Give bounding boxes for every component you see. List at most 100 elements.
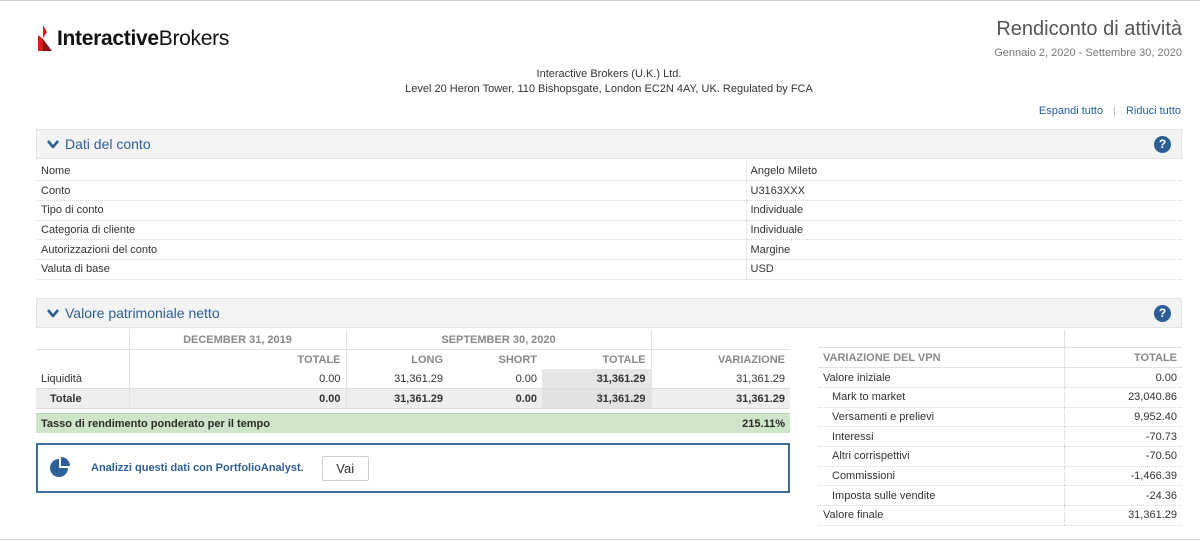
table-row: Autorizzazioni del conto Margine [36, 239, 1182, 260]
column-divider [1064, 330, 1065, 348]
row-value: 23,040.86 [1063, 387, 1182, 408]
row-label: Valuta di base [36, 259, 746, 280]
row-value: USD [745, 259, 1182, 280]
empty-cell [650, 330, 790, 351]
table-row: Categoria di cliente Individuale [36, 220, 1182, 241]
help-icon[interactable]: ? [1154, 305, 1171, 322]
portfolio-analyst-box: Analizzi questi dati con PortfolioAnalys… [36, 443, 790, 493]
vpn-head-label: VARIAZIONE DEL VPN [818, 348, 1064, 369]
help-icon[interactable]: ? [1154, 136, 1171, 153]
table-row: Nome Angelo Mileto [36, 161, 1182, 182]
row-value: -1,466.39 [1063, 466, 1182, 487]
row-label: Nome [36, 161, 746, 182]
row-label: Commissioni [818, 466, 1064, 487]
row-label: Autorizzazioni del conto [36, 239, 746, 260]
row-value: -24.36 [1063, 485, 1182, 506]
vpn-change-table: VARIAZIONE DEL VPN TOTALE Valore inizial… [818, 348, 1182, 526]
brand-name: InteractiveBrokers [57, 27, 230, 50]
row-label: Conto [36, 180, 746, 201]
table-row: Liquidità 0.00 31,361.29 0.00 31,361.29 … [36, 369, 790, 390]
twr-value: 215.11% [742, 417, 785, 430]
company-info: Interactive Brokers (U.K.) Ltd. Level 20… [0, 67, 1200, 97]
link-separator: | [1113, 105, 1116, 117]
expand-collapse-links: Espandi tutto | Riduci tutto [1039, 105, 1181, 117]
cell-totale-curr: 31,361.29 [542, 369, 651, 390]
row-value: 9,952.40 [1063, 407, 1182, 428]
table-row: Valore finale 31,361.29 [818, 505, 1182, 526]
empty-cell [36, 330, 129, 351]
row-label: Tipo di conto [36, 200, 746, 221]
vpn-header-row: VARIAZIONE DEL VPN TOTALE [818, 348, 1182, 369]
row-value: Individuale [745, 220, 1182, 241]
row-label: Mark to market [818, 387, 1064, 408]
table-row: Valore iniziale 0.00 [818, 367, 1182, 388]
vai-button[interactable]: Vai [321, 455, 369, 481]
row-label: Altri corrispettivi [818, 446, 1064, 467]
account-info-table: Nome Angelo Mileto Conto U3163XXX Tipo di co… [36, 161, 1182, 280]
col-head-totale-prev: TOTALE [128, 349, 346, 370]
portfolio-analyst-text: Analizzi questi dati con PortfolioAnalys… [91, 462, 304, 474]
table-row: Versamenti e prelievi 9,952.40 [818, 407, 1182, 428]
group-head-prev: DECEMBER 31, 2019 [128, 330, 346, 351]
row-label: Imposta sulle vendite [818, 485, 1064, 506]
chevron-down-icon [47, 309, 59, 318]
chevron-down-icon [47, 140, 59, 149]
report-title: Rendiconto di attività [996, 18, 1182, 40]
row-label: Interessi [818, 426, 1064, 447]
table-row: Commissioni -1,466.39 [818, 466, 1182, 487]
nav-section-header[interactable]: Valore patrimoniale netto ? [36, 298, 1182, 328]
col-head-long: LONG [345, 349, 448, 370]
cell-totale-prev: 0.00 [128, 388, 346, 409]
row-label: Totale [36, 388, 129, 409]
ib-flame-logo-icon [38, 25, 52, 51]
row-value: Angelo Mileto [745, 161, 1182, 182]
row-value: -70.50 [1063, 446, 1182, 467]
account-section-header[interactable]: Dati del conto ? [36, 129, 1182, 159]
report-header: Rendiconto di attività Gennaio 2, 2020 -… [994, 18, 1182, 59]
empty-cell [36, 350, 129, 370]
row-label: Liquidità [36, 369, 129, 390]
vpn-head-total: TOTALE [1063, 348, 1182, 369]
expand-all-link[interactable]: Espandi tutto [1038, 105, 1104, 117]
brand-logo[interactable]: InteractiveBrokers [36, 24, 229, 54]
row-label: Versamenti e prelievi [818, 407, 1064, 428]
row-value: Margine [745, 239, 1182, 260]
company-name: Interactive Brokers (U.K.) Ltd. [536, 68, 682, 80]
pie-chart-icon [50, 457, 70, 477]
table-row: Valuta di base USD [36, 259, 1182, 280]
row-label: Valore finale [818, 505, 1064, 526]
nav-column-header-row: TOTALE LONG SHORT TOTALE VARIAZIONE [36, 349, 790, 370]
company-address: Level 20 Heron Tower, 110 Bishopsgate, L… [405, 83, 813, 95]
twr-row: Tasso di rendimento ponderato per il tem… [36, 413, 790, 433]
twr-label: Tasso di rendimento ponderato per il tem… [41, 417, 270, 430]
table-row: Altri corrispettivi -70.50 [818, 446, 1182, 467]
table-row: Interessi -70.73 [818, 426, 1182, 447]
cell-long: 31,361.29 [345, 369, 448, 390]
row-value: Individuale [745, 200, 1182, 221]
collapse-all-link[interactable]: Riduci tutto [1125, 105, 1181, 117]
col-head-variazione: VARIAZIONE [650, 349, 790, 370]
table-row-total: Totale 0.00 31,361.29 0.00 31,361.29 31,… [36, 388, 790, 409]
row-value: -70.73 [1063, 426, 1182, 447]
table-row: Conto U3163XXX [36, 180, 1182, 201]
nav-table: DECEMBER 31, 2019 SEPTEMBER 30, 2020 TOT… [36, 330, 790, 409]
cell-variazione: 31,361.29 [650, 369, 790, 390]
report-dates: Gennaio 2, 2020 - Settembre 30, 2020 [994, 47, 1182, 59]
col-head-totale-curr: TOTALE [602, 353, 646, 366]
cell-long: 31,361.29 [345, 388, 448, 409]
table-row: Imposta sulle vendite -24.36 [818, 485, 1182, 506]
cell-variazione: 31,361.29 [650, 388, 790, 409]
cell-short: 0.00 [448, 369, 542, 390]
group-head-curr: SEPTEMBER 30, 2020 [345, 330, 651, 351]
row-value: U3163XXX [745, 180, 1182, 201]
col-head-short: SHORT [498, 353, 538, 366]
nav-group-header-row: DECEMBER 31, 2019 SEPTEMBER 30, 2020 [36, 330, 790, 351]
cell-short: 0.00 [448, 388, 542, 409]
row-value: 0.00 [1063, 367, 1182, 388]
row-value: 31,361.29 [1063, 505, 1182, 526]
account-section-title: Dati del conto [65, 136, 151, 152]
cell-totale-curr: 31,361.29 [542, 388, 651, 409]
table-row: Mark to market 23,040.86 [818, 387, 1182, 408]
nav-section-title: Valore patrimoniale netto [65, 305, 220, 321]
cell-totale-prev: 0.00 [128, 369, 346, 390]
